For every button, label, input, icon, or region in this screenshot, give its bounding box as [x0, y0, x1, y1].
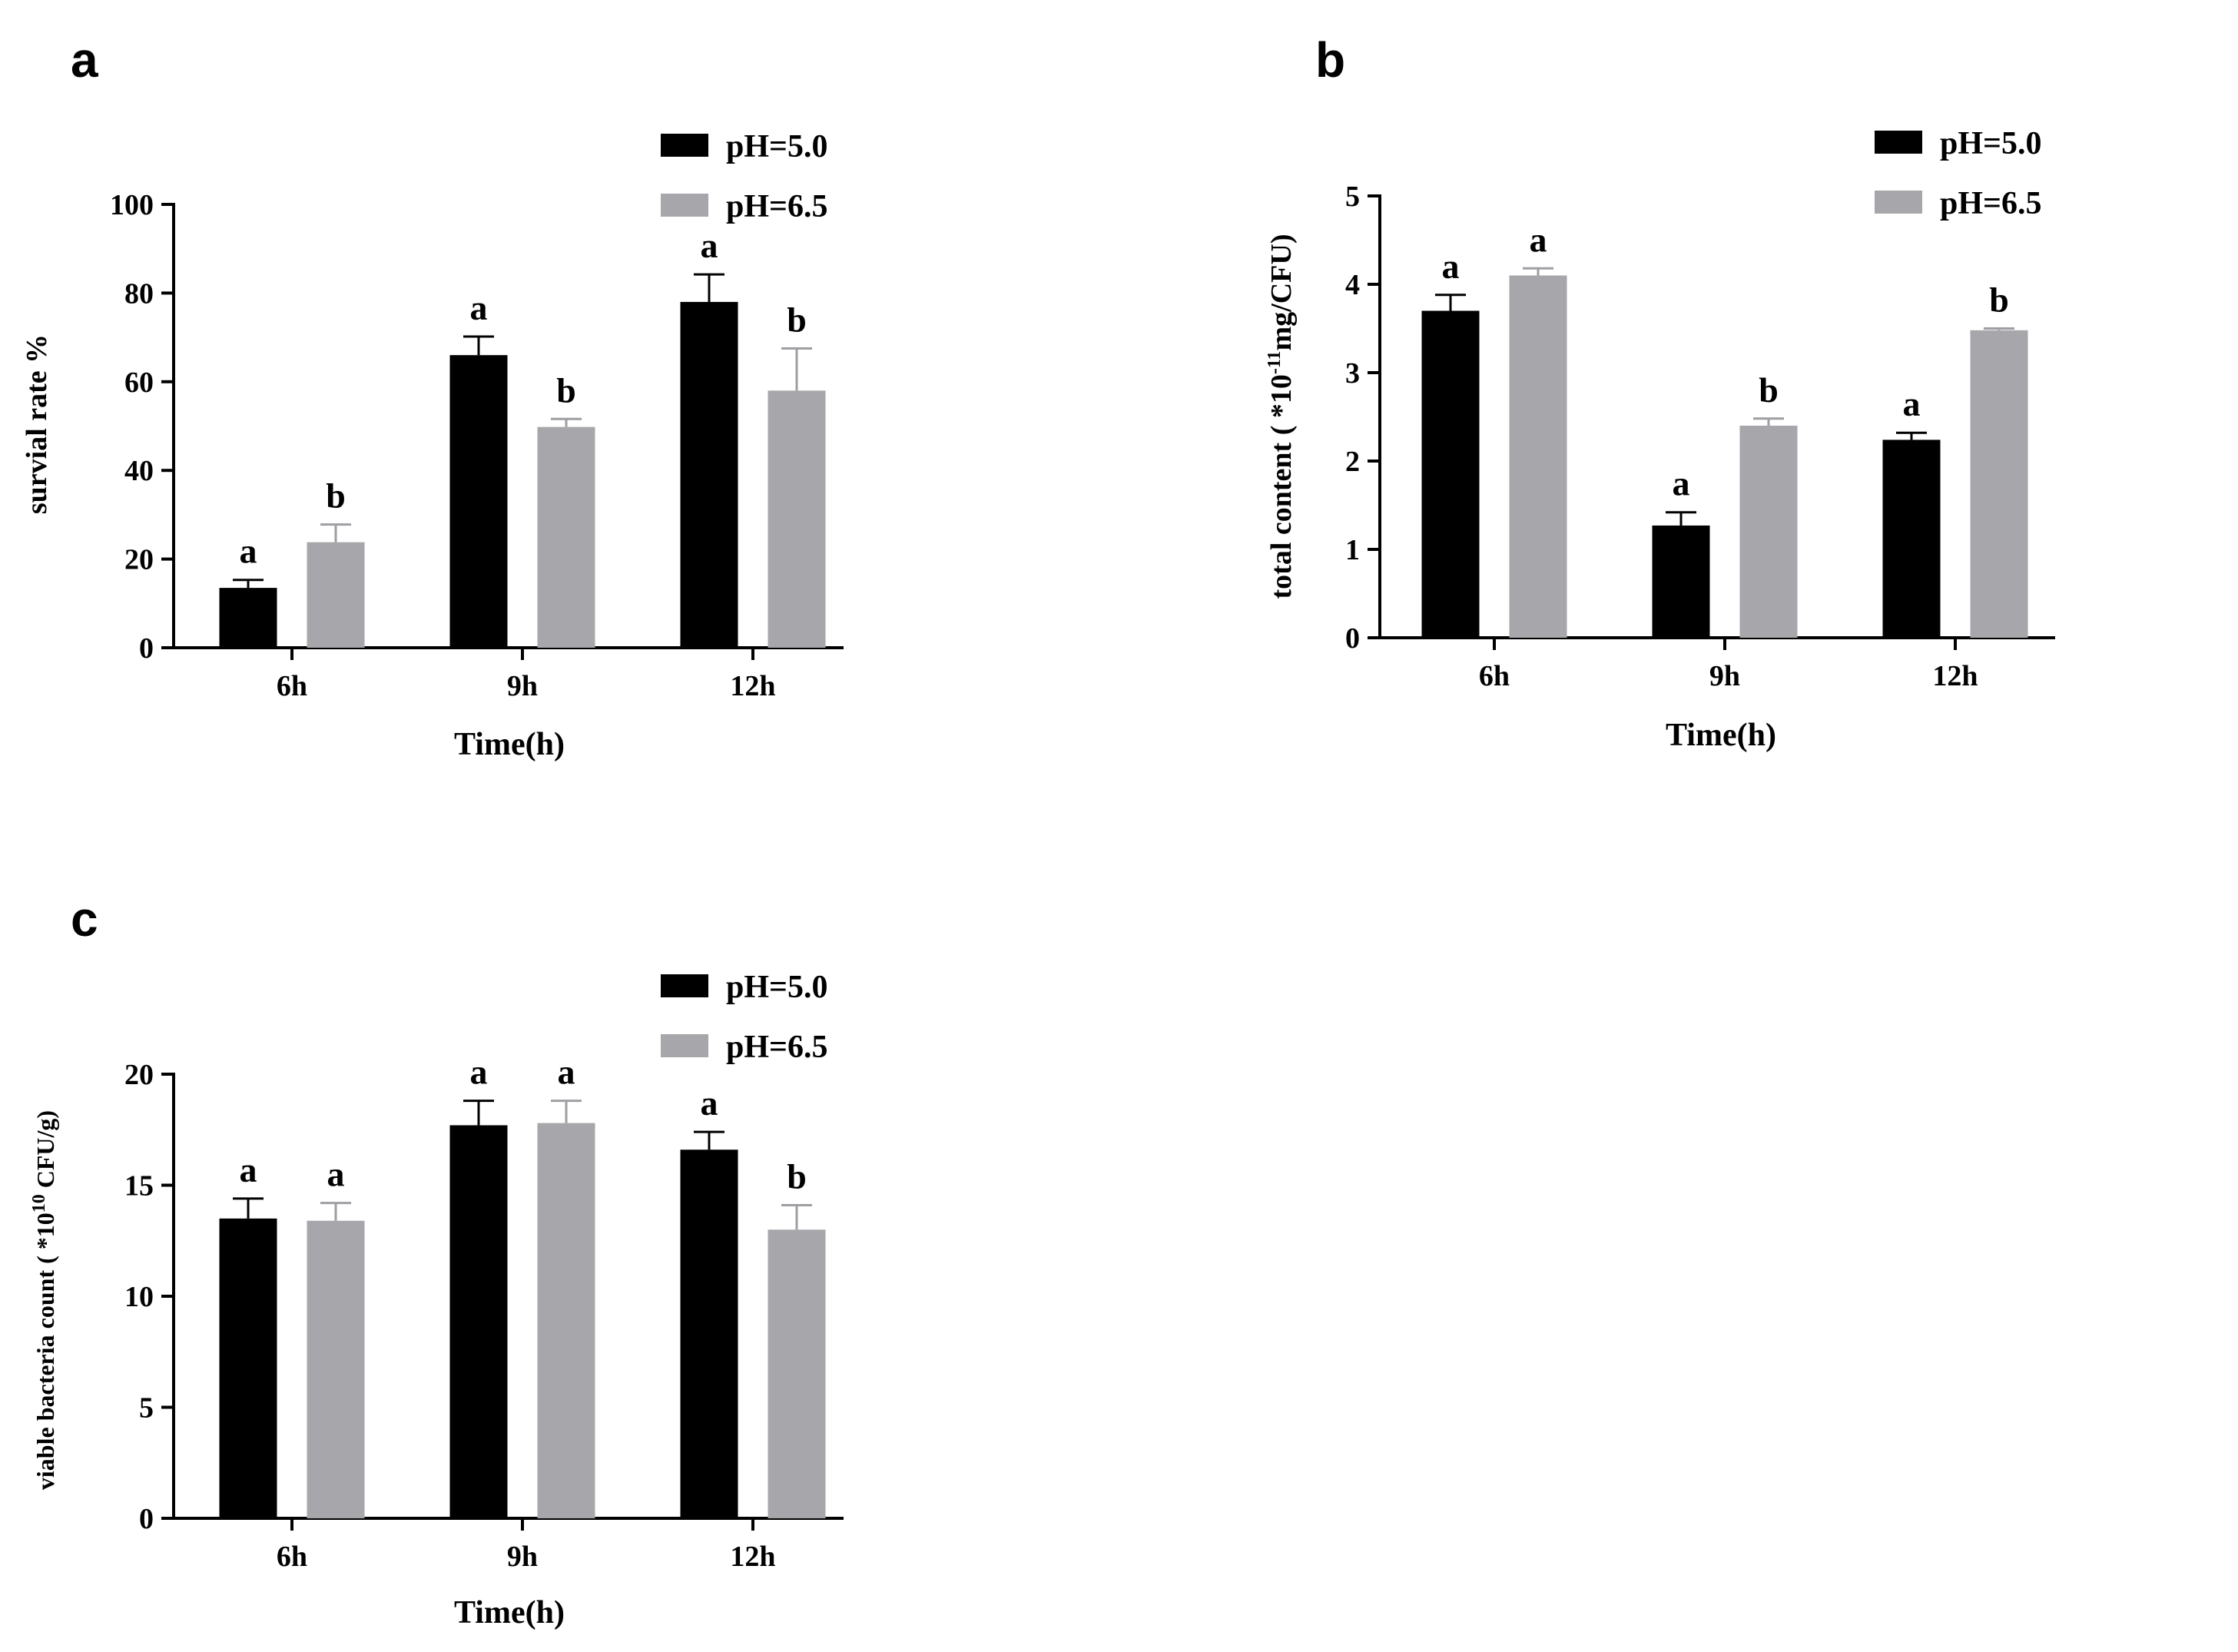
y-axis-title-exponent: -11 — [1265, 350, 1285, 374]
significance-letter: a — [701, 226, 718, 265]
significance-letter: a — [1673, 464, 1690, 503]
panel-letter-c: c — [71, 891, 98, 947]
y-axis-title-suffix: mg/CFU) — [1265, 234, 1298, 351]
legend-label: pH=6.5 — [726, 189, 827, 224]
y-tick-label: 20 — [124, 1059, 154, 1091]
y-tick-label: 20 — [124, 544, 154, 576]
y-axis-title-prefix: total content ( *10 — [1265, 374, 1298, 599]
significance-letter: b — [787, 1157, 807, 1196]
y-tick-label: 4 — [1345, 269, 1360, 301]
legend-label: pH=5.0 — [726, 129, 827, 164]
significance-letter: a — [1530, 220, 1547, 259]
chart-panel-c: Time(h) viable bacteria count ( *1010 CF… — [29, 970, 844, 1630]
bar — [1509, 275, 1567, 638]
bar — [537, 426, 595, 648]
bar — [219, 1218, 277, 1518]
legend-swatch — [661, 1034, 708, 1057]
y-tick-label: 60 — [124, 367, 154, 399]
y-tick-label: 1 — [1345, 534, 1360, 566]
legend-label: pH=6.5 — [726, 1030, 827, 1065]
y-tick-label: 5 — [139, 1392, 154, 1425]
significance-letter: a — [240, 1150, 257, 1189]
bar — [768, 390, 826, 648]
panel-letter-a: a — [71, 32, 98, 88]
legend-swatch — [661, 134, 708, 157]
significance-letter: a — [327, 1155, 345, 1194]
x-tick-label: 9h — [1709, 660, 1740, 692]
bar — [537, 1123, 595, 1518]
y-axis-title-exponent: 10 — [29, 1194, 49, 1212]
bar — [1421, 310, 1480, 638]
y-tick-label: 2 — [1345, 446, 1360, 478]
bar — [1882, 440, 1941, 638]
y-axis-title: total content ( *10-11mg/CFU) — [1265, 234, 1298, 599]
significance-letter: a — [558, 1053, 575, 1092]
y-tick-label: 0 — [1345, 622, 1360, 655]
bar — [1970, 330, 2028, 638]
significance-letter: b — [1989, 280, 2009, 320]
bar — [1739, 426, 1798, 638]
y-tick-label: 5 — [1345, 181, 1360, 213]
x-tick-label: 12h — [1932, 660, 1978, 692]
legend-swatch — [661, 974, 708, 997]
significance-letter: a — [470, 1053, 488, 1092]
legend-swatch — [661, 194, 708, 217]
x-axis-title: Time(h) — [454, 727, 565, 762]
x-axis-title: Time(h) — [1666, 718, 1776, 753]
y-axis-title: viable bacteria count ( *1010 CFU/g) — [29, 1110, 59, 1490]
legend-label: pH=5.0 — [726, 970, 827, 1005]
significance-letter: a — [701, 1083, 718, 1123]
significance-letter: b — [1759, 370, 1779, 410]
significance-letter: b — [556, 370, 576, 410]
y-tick-label: 0 — [139, 1503, 154, 1535]
bar — [449, 1125, 508, 1518]
x-tick-label: 6h — [1479, 660, 1510, 692]
legend-label: pH=5.0 — [1940, 126, 2041, 161]
legend-swatch — [1875, 131, 1922, 154]
chart-panel-b: Time(h) total content ( *10-11mg/CFU) 0 1… — [1265, 126, 2055, 753]
panel-letter-b: b — [1315, 32, 1345, 88]
chart-panel-a: Time(h) survial rate % 0 20 40 60 80 100 6h 9h 1… — [21, 129, 844, 762]
y-tick-label: 0 — [139, 632, 154, 665]
y-tick-label: 15 — [124, 1170, 154, 1203]
bar — [307, 1220, 365, 1518]
x-tick-label: 6h — [277, 1541, 307, 1573]
x-tick-label: 6h — [277, 670, 307, 702]
x-tick-label: 12h — [730, 1541, 775, 1573]
bar — [680, 301, 738, 648]
y-axis-title-prefix: viable bacteria count ( *10 — [31, 1212, 59, 1490]
bar — [307, 542, 365, 648]
significance-letter: a — [240, 532, 257, 571]
significance-letter: a — [470, 288, 488, 327]
x-tick-label: 9h — [507, 670, 538, 702]
y-tick-label: 100 — [110, 189, 154, 221]
bar — [219, 588, 277, 648]
significance-letter: b — [787, 300, 807, 340]
bar — [680, 1149, 738, 1518]
legend-label: pH=6.5 — [1940, 186, 2041, 221]
significance-letter: a — [1903, 384, 1921, 423]
x-tick-label: 12h — [730, 670, 775, 702]
y-tick-label: 10 — [124, 1281, 154, 1313]
legend-swatch — [1875, 191, 1922, 214]
y-axis-title: survial rate % — [21, 334, 53, 514]
y-tick-label: 40 — [124, 455, 154, 487]
x-tick-label: 9h — [507, 1541, 538, 1573]
bar — [1652, 525, 1710, 638]
bar — [449, 355, 508, 648]
x-axis-title: Time(h) — [454, 1595, 565, 1630]
y-tick-label: 3 — [1345, 357, 1360, 390]
significance-letter: b — [326, 476, 346, 516]
significance-letter: a — [1442, 247, 1460, 286]
bar — [768, 1229, 826, 1518]
y-axis-title-suffix: CFU/g) — [31, 1110, 59, 1194]
y-tick-label: 80 — [124, 277, 154, 310]
